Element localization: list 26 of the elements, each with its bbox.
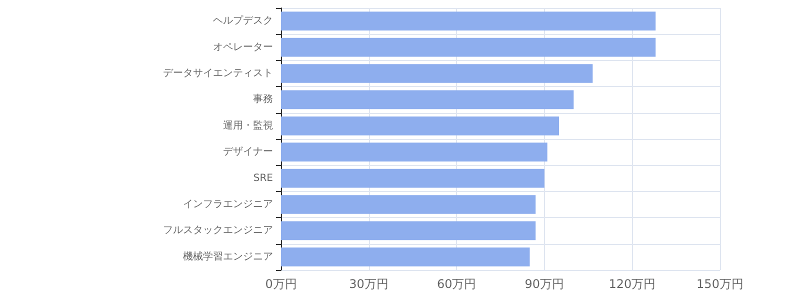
y-tick-label: 運用・監視 <box>223 119 273 132</box>
bar <box>281 38 656 57</box>
y-tick-label: オペレーター <box>213 42 273 53</box>
x-tick-label: 30万円 <box>349 277 388 291</box>
y-tick-label: データサイエンティスト <box>163 68 273 79</box>
bar <box>281 168 544 188</box>
y-tick-label: デザイナー <box>223 146 273 158</box>
bar <box>281 90 574 110</box>
y-tick-label: SRE <box>253 172 273 184</box>
y-tick-label: 事務 <box>253 93 273 106</box>
y-tick-label: 機械学習エンジニア <box>183 250 273 262</box>
x-tick-label: 0万円 <box>265 277 297 291</box>
y-tick-label: ヘルプデスク <box>213 14 273 27</box>
x-tick-label: 150万円 <box>696 277 744 291</box>
bar <box>281 64 593 83</box>
bar <box>281 247 530 266</box>
x-tick-label: 90万円 <box>524 277 564 291</box>
x-tick-label: 60万円 <box>436 277 476 291</box>
x-tick-label: 120万円 <box>608 277 656 291</box>
bar <box>281 195 536 214</box>
bar <box>281 221 536 240</box>
y-tick-label: フルスタックエンジニア <box>163 225 273 236</box>
bar <box>281 12 656 31</box>
y-tick-label: インフラエンジニア <box>183 199 273 210</box>
bar <box>281 142 548 162</box>
bar <box>281 116 560 136</box>
